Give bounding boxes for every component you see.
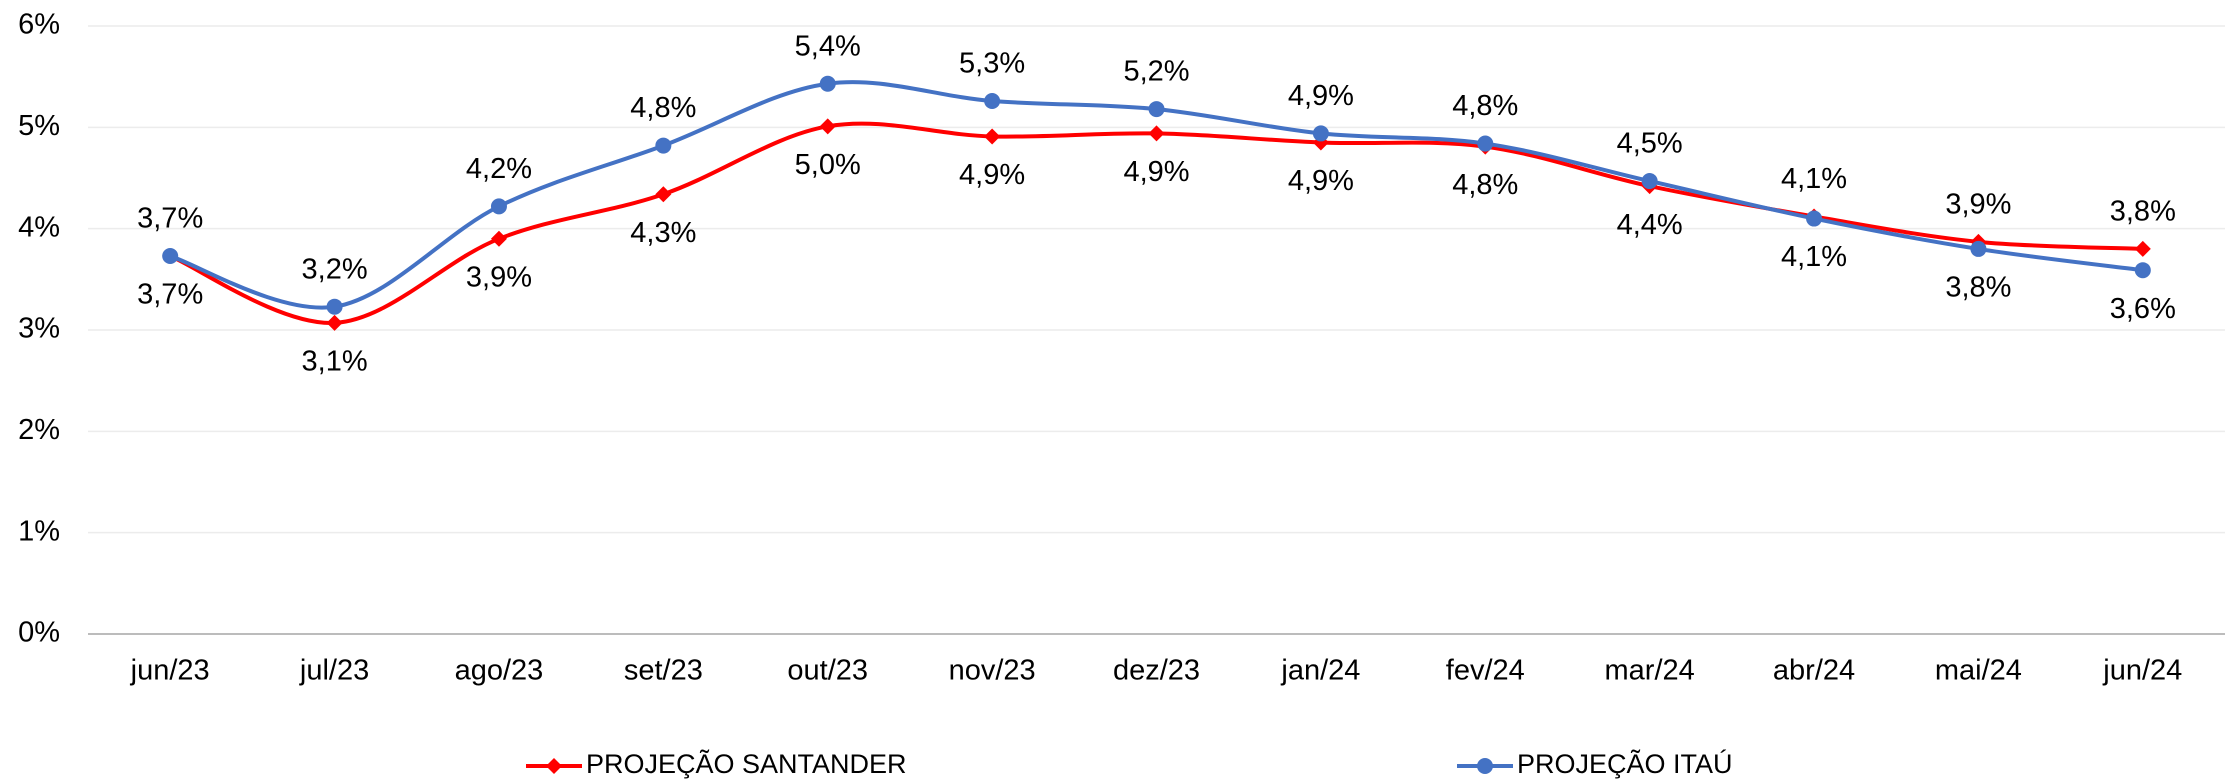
- x-tick-label: out/23: [787, 655, 868, 687]
- point: [984, 128, 1001, 145]
- point: [490, 230, 507, 247]
- data-label: 5,0%: [795, 149, 861, 181]
- y-tick-label: 1%: [18, 515, 60, 547]
- data-label: 3,8%: [2110, 196, 2176, 228]
- data-label: 4,4%: [1617, 209, 1683, 241]
- point: [162, 248, 179, 265]
- data-label: 4,9%: [1288, 165, 1354, 197]
- point: [1806, 210, 1823, 227]
- data-label: 4,5%: [1617, 128, 1683, 160]
- point: [655, 137, 672, 154]
- x-tick-label: mar/24: [1605, 655, 1695, 687]
- point: [2134, 240, 2151, 257]
- x-tick-label: abr/24: [1773, 655, 1855, 687]
- data-label: 5,4%: [795, 30, 861, 62]
- data-label: 3,9%: [1945, 188, 2011, 220]
- x-tick-label: nov/23: [949, 655, 1036, 687]
- data-label: 4,8%: [630, 92, 696, 124]
- data-label: 3,7%: [137, 279, 203, 311]
- data-label: 5,3%: [959, 48, 1025, 80]
- y-tick-label: 0%: [18, 617, 60, 649]
- data-label: 4,8%: [1452, 90, 1518, 122]
- x-tick-label: ago/23: [455, 655, 544, 687]
- data-label: 3,2%: [302, 253, 368, 285]
- y-tick-label: 6%: [18, 9, 60, 41]
- point: [1970, 240, 1987, 257]
- legend-label: PROJEÇÃO ITAÚ: [1517, 748, 1733, 779]
- legend-label: PROJEÇÃO SANTANDER: [586, 748, 907, 779]
- data-label: 4,1%: [1781, 163, 1847, 195]
- point: [490, 198, 507, 215]
- data-label: 3,9%: [466, 261, 532, 293]
- data-label: 4,9%: [1288, 80, 1354, 112]
- point: [655, 186, 672, 203]
- x-tick-label: jan/24: [1280, 655, 1360, 687]
- y-tick-label: 4%: [18, 211, 60, 243]
- data-label: 4,1%: [1781, 241, 1847, 273]
- point: [1148, 101, 1165, 118]
- data-label: 5,2%: [1123, 56, 1189, 88]
- x-tick-label: jul/23: [299, 655, 369, 687]
- x-tick-label: dez/23: [1113, 655, 1200, 687]
- x-tick-label: mai/24: [1935, 655, 2022, 687]
- point: [819, 75, 836, 92]
- data-label: 4,8%: [1452, 169, 1518, 201]
- y-tick-label: 2%: [18, 414, 60, 446]
- point: [1312, 125, 1329, 142]
- y-tick-label: 3%: [18, 313, 60, 345]
- point: [326, 298, 343, 315]
- x-tick-label: fev/24: [1446, 655, 1525, 687]
- data-label: 4,3%: [630, 217, 696, 249]
- point: [1641, 173, 1658, 190]
- x-tick-label: jun/23: [130, 655, 210, 687]
- x-tick-label: jun/24: [2102, 655, 2182, 687]
- legend-marker: [546, 758, 562, 774]
- data-label: 4,9%: [1123, 156, 1189, 188]
- point: [326, 314, 343, 331]
- point: [984, 92, 1001, 109]
- point: [1477, 135, 1494, 152]
- legend-marker: [1477, 758, 1493, 774]
- data-label: 3,6%: [2110, 293, 2176, 325]
- data-label: 3,8%: [1945, 272, 2011, 304]
- data-label: 4,2%: [466, 153, 532, 185]
- point: [2134, 262, 2151, 279]
- data-label: 3,1%: [302, 346, 368, 378]
- data-label: 3,7%: [137, 203, 203, 235]
- x-tick-label: set/23: [624, 655, 703, 687]
- point: [819, 118, 836, 135]
- data-label: 4,9%: [959, 159, 1025, 191]
- point: [1148, 125, 1165, 142]
- y-tick-label: 5%: [18, 110, 60, 142]
